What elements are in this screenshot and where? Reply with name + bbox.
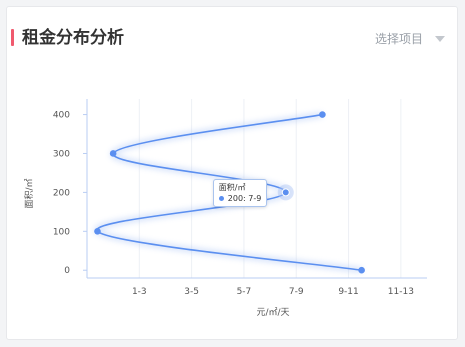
x-tick-label: 11-13 <box>388 287 414 297</box>
x-tick-label: 5-7 <box>237 287 252 297</box>
x-tick-label: 7-9 <box>289 287 304 297</box>
tooltip-value: 200: 7-9 <box>227 194 262 204</box>
y-tick-label: 400 <box>53 111 70 121</box>
series-dot-icon <box>218 196 224 202</box>
data-point[interactable] <box>109 150 117 157</box>
x-tick-label: 1-3 <box>132 287 147 297</box>
data-point[interactable] <box>358 266 365 274</box>
x-axis-label: 元/㎡/天 <box>256 307 289 318</box>
y-tick-label: 100 <box>53 227 70 237</box>
y-tick-label: 0 <box>64 266 70 276</box>
rent-distribution-card: 租金分布分析 选择项目 1-3 3-5 5-7 7-9 9-11 11-13 0 100 200… <box>6 6 458 340</box>
points-layer <box>94 111 365 274</box>
tooltip-row: 200: 7-9 <box>218 193 262 204</box>
data-point[interactable] <box>281 188 290 197</box>
grid-layer <box>138 99 402 278</box>
x-tick-label: 9-11 <box>338 287 358 297</box>
card-header: 租金分布分析 选择项目 <box>7 25 457 53</box>
y-tick-label: 200 <box>53 188 70 198</box>
card-title: 租金分布分析 <box>22 28 124 48</box>
project-selector-label: 选择项目 <box>374 32 423 46</box>
chart-tooltip: 面积/㎡ 200: 7-9 <box>212 179 268 208</box>
data-point[interactable] <box>319 111 326 118</box>
x-tick-label: 3-5 <box>184 287 199 297</box>
rent-distribution-chart: 1-3 3-5 5-7 7-9 9-11 11-13 0 100 200 300 400 元/㎡/天… <box>23 99 427 318</box>
axis-layer: 1-3 3-5 5-7 7-9 9-11 11-13 0 100 200 300 400 <box>53 99 427 297</box>
chevron-down-icon <box>435 36 445 42</box>
y-axis-label: 面积/㎡ <box>23 178 35 208</box>
y-tick-label: 300 <box>53 149 70 159</box>
data-point[interactable] <box>94 228 101 235</box>
tooltip-title: 面积/㎡ <box>218 183 246 193</box>
project-selector[interactable]: 选择项目 <box>375 30 445 47</box>
title-accent-bar <box>11 29 14 46</box>
